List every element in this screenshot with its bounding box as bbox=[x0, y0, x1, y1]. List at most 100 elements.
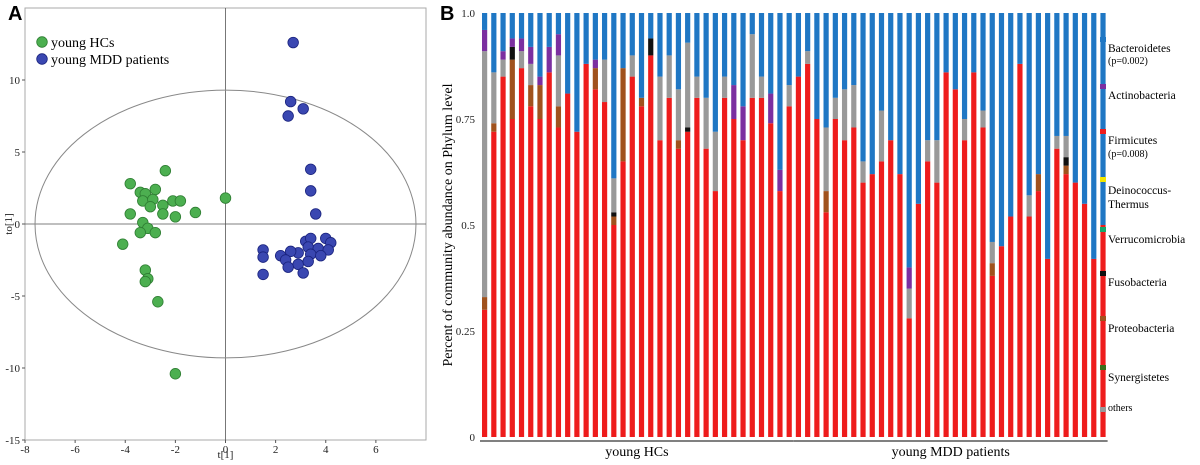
bacteroidetes-segment bbox=[758, 13, 765, 77]
hc-point bbox=[152, 296, 164, 308]
firmicutes-segment bbox=[860, 182, 866, 437]
bacteroidetes-segment bbox=[694, 13, 700, 77]
proteobacteria-segment bbox=[1035, 174, 1041, 192]
bacteroidetes-segment bbox=[648, 13, 654, 39]
bacteroidetes-segment bbox=[952, 13, 958, 90]
y-tick-label: -5 bbox=[11, 291, 21, 303]
firmicutes-segment bbox=[832, 119, 838, 437]
firmicutes-segment bbox=[592, 89, 598, 437]
legend-label: Firmicutes bbox=[1108, 135, 1158, 147]
bacteroidetes-segment bbox=[565, 13, 571, 94]
firmicutes-segment bbox=[961, 140, 968, 437]
legend-swatch bbox=[1100, 84, 1106, 89]
others-segment bbox=[629, 55, 635, 77]
bacteroidetes-segment bbox=[795, 13, 802, 77]
firmicutes-segment bbox=[814, 119, 820, 437]
firmicutes-segment bbox=[758, 97, 765, 438]
firmicutes-segment bbox=[1035, 191, 1041, 437]
firmicutes-segment bbox=[1008, 216, 1014, 437]
others-segment bbox=[832, 97, 838, 119]
bacteroidetes-segment bbox=[814, 13, 820, 119]
legend-swatch bbox=[1100, 177, 1106, 182]
proteobacteria-segment bbox=[592, 68, 598, 90]
mdd-point bbox=[315, 249, 327, 262]
firmicutes-segment bbox=[629, 76, 635, 437]
mdd-point bbox=[257, 251, 269, 263]
firmicutes-segment bbox=[841, 140, 848, 437]
firmicutes-segment bbox=[537, 119, 543, 437]
bacteroidetes-segment bbox=[537, 13, 543, 77]
legend-swatch bbox=[1100, 407, 1106, 412]
y-axis-label: to[1] bbox=[3, 213, 15, 234]
others-segment bbox=[555, 55, 562, 107]
x-tick-label: -8 bbox=[20, 444, 30, 456]
others-segment bbox=[878, 110, 885, 162]
mdd-point bbox=[282, 261, 294, 273]
y-tick-label: 10 bbox=[9, 75, 21, 87]
proteobacteria-segment bbox=[638, 97, 645, 107]
y-tick-label: -15 bbox=[5, 435, 20, 447]
hc-point bbox=[134, 226, 146, 239]
mdd-point bbox=[305, 163, 317, 175]
panel-label-b: B bbox=[440, 3, 454, 25]
others-segment bbox=[482, 51, 488, 298]
others-segment bbox=[703, 97, 709, 149]
legend-swatch bbox=[1100, 316, 1106, 321]
firmicutes-segment bbox=[657, 140, 663, 437]
firmicutes-segment bbox=[971, 72, 977, 438]
legend-label: Fusobacteria bbox=[1108, 277, 1167, 289]
mdd-point bbox=[302, 255, 314, 268]
bacteroidetes-segment bbox=[721, 13, 728, 77]
y-tick-label: 0 bbox=[470, 432, 476, 444]
firmicutes-segment bbox=[897, 174, 903, 437]
bacteroidetes-segment bbox=[925, 13, 931, 141]
firmicutes-segment bbox=[491, 131, 497, 437]
firmicutes-segment bbox=[1045, 258, 1051, 437]
bacteroidetes-segment bbox=[1054, 13, 1060, 136]
proteobacteria-segment bbox=[555, 106, 562, 128]
hc-point bbox=[117, 238, 129, 250]
legend-label: Deinococcus- bbox=[1108, 185, 1171, 197]
legend-label: young MDD patients bbox=[51, 53, 169, 68]
bacteroidetes-segment bbox=[786, 13, 792, 86]
firmicutes-segment bbox=[685, 131, 691, 437]
bacteroidetes-segment bbox=[611, 13, 617, 179]
hc-point bbox=[189, 206, 202, 219]
stacked-bar-chart: 0 0.25 0.5 0.75 1.0 Percent of community abun… bbox=[441, 8, 1185, 460]
bacteroidetes-segment bbox=[620, 13, 626, 69]
bacteroidetes-segment bbox=[546, 13, 552, 47]
others-segment bbox=[841, 89, 848, 141]
bacteroidetes-segment bbox=[509, 13, 515, 39]
firmicutes-segment bbox=[1017, 63, 1023, 437]
firmicutes-segment bbox=[574, 131, 580, 437]
firmicutes-segment bbox=[546, 72, 552, 438]
panel-label-a: A bbox=[8, 3, 22, 25]
x-tick-label: -6 bbox=[71, 444, 81, 456]
legend-swatch bbox=[1100, 271, 1106, 276]
bacteroidetes-segment bbox=[1045, 13, 1051, 259]
bacteroidetes-segment bbox=[518, 13, 525, 39]
bacteroidetes-segment bbox=[1017, 13, 1023, 64]
y-tick-label: 1.0 bbox=[461, 8, 475, 20]
legend-label: young HCs bbox=[51, 36, 114, 51]
hc-point bbox=[149, 183, 162, 196]
fusobacteria-segment bbox=[509, 46, 515, 60]
bacteroidetes-segment bbox=[731, 13, 737, 86]
firmicutes-segment bbox=[555, 127, 562, 437]
others-segment bbox=[749, 34, 755, 98]
firmicutes-segment bbox=[749, 97, 755, 438]
others-segment bbox=[685, 42, 691, 128]
firmicutes-segment bbox=[482, 309, 488, 437]
actinobacteria-segment bbox=[528, 46, 534, 64]
x-axis-label: t[1] bbox=[218, 449, 234, 461]
mdd-point bbox=[297, 267, 309, 279]
proteobacteria-segment bbox=[528, 85, 534, 107]
actinobacteria-segment bbox=[537, 76, 543, 86]
group-label: young HCs bbox=[605, 445, 668, 460]
firmicutes-segment bbox=[1026, 216, 1032, 437]
others-segment bbox=[491, 72, 497, 124]
actinobacteria-segment bbox=[740, 106, 746, 141]
others-segment bbox=[823, 127, 829, 192]
bacteroidetes-segment bbox=[980, 13, 986, 111]
firmicutes-segment bbox=[915, 203, 922, 437]
